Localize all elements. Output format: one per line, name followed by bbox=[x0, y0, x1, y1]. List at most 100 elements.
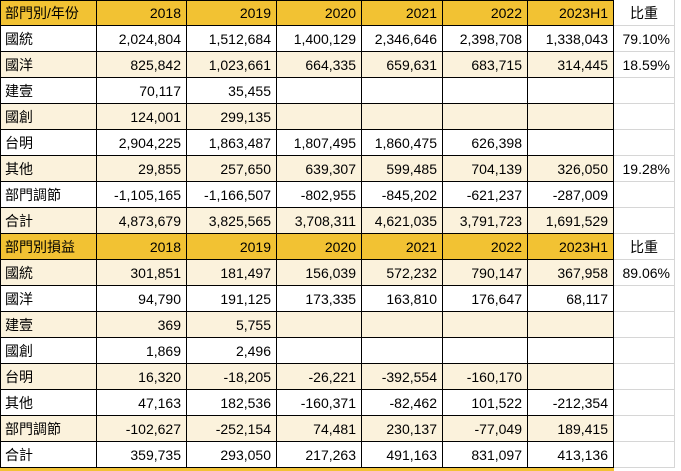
row-label-cell[interactable]: 部門調節 bbox=[0, 182, 97, 208]
value-cell[interactable]: 1,023,661 bbox=[187, 52, 277, 78]
ratio-cell[interactable] bbox=[614, 312, 675, 338]
value-cell[interactable]: 664,335 bbox=[277, 52, 362, 78]
value-cell[interactable]: 189,415 bbox=[528, 416, 614, 442]
year-header-cell[interactable]: 2020 bbox=[277, 234, 362, 260]
value-cell[interactable]: 2,346,646 bbox=[362, 26, 443, 52]
ratio-cell[interactable] bbox=[614, 182, 675, 208]
value-cell[interactable] bbox=[443, 104, 528, 130]
value-cell[interactable]: -160,170 bbox=[443, 364, 528, 390]
value-cell[interactable] bbox=[528, 104, 614, 130]
value-cell[interactable]: 314,445 bbox=[528, 52, 614, 78]
value-cell[interactable]: 1,807,495 bbox=[277, 130, 362, 156]
value-cell[interactable] bbox=[528, 130, 614, 156]
value-cell[interactable]: 1,860,475 bbox=[362, 130, 443, 156]
value-cell[interactable]: 704,139 bbox=[443, 156, 528, 182]
value-cell[interactable]: -392,554 bbox=[362, 364, 443, 390]
year-header-cell[interactable]: 2023H1 bbox=[528, 234, 614, 260]
ratio-cell[interactable] bbox=[614, 364, 675, 390]
row-label-cell[interactable]: 台明 bbox=[0, 364, 97, 390]
year-header-cell[interactable]: 2022 bbox=[443, 234, 528, 260]
row-label-cell[interactable]: 國洋 bbox=[0, 286, 97, 312]
value-cell[interactable] bbox=[528, 364, 614, 390]
value-cell[interactable]: 2,496 bbox=[187, 338, 277, 364]
value-cell[interactable] bbox=[528, 338, 614, 364]
value-cell[interactable] bbox=[277, 312, 362, 338]
value-cell[interactable]: 599,485 bbox=[362, 156, 443, 182]
year-header-cell[interactable]: 2019 bbox=[187, 0, 277, 26]
value-cell[interactable]: 176,647 bbox=[443, 286, 528, 312]
row-label-cell[interactable]: 合計 bbox=[0, 442, 97, 468]
ratio-cell[interactable] bbox=[614, 104, 675, 130]
row-label-cell[interactable]: 國創 bbox=[0, 338, 97, 364]
value-cell[interactable] bbox=[362, 104, 443, 130]
year-header-cell[interactable]: 2019 bbox=[187, 234, 277, 260]
value-cell[interactable]: -802,955 bbox=[277, 182, 362, 208]
value-cell[interactable]: -287,009 bbox=[528, 182, 614, 208]
year-header-cell[interactable]: 2021 bbox=[362, 0, 443, 26]
value-cell[interactable]: 626,398 bbox=[443, 130, 528, 156]
value-cell[interactable]: 2,024,804 bbox=[97, 26, 187, 52]
value-cell[interactable] bbox=[277, 104, 362, 130]
value-cell[interactable]: 94,790 bbox=[97, 286, 187, 312]
value-cell[interactable]: 831,097 bbox=[443, 442, 528, 468]
value-cell[interactable]: 47,163 bbox=[97, 390, 187, 416]
ratio-cell[interactable] bbox=[614, 130, 675, 156]
row-label-cell[interactable]: 部門調節 bbox=[0, 416, 97, 442]
value-cell[interactable]: -82,462 bbox=[362, 390, 443, 416]
value-cell[interactable]: -102,627 bbox=[97, 416, 187, 442]
value-cell[interactable]: 3,791,723 bbox=[443, 208, 528, 234]
value-cell[interactable]: -77,049 bbox=[443, 416, 528, 442]
year-header-cell[interactable]: 2018 bbox=[97, 0, 187, 26]
value-cell[interactable]: 5,755 bbox=[187, 312, 277, 338]
value-cell[interactable]: -18,205 bbox=[187, 364, 277, 390]
row-label-header-cell[interactable]: 部門別損益 bbox=[0, 234, 97, 260]
value-cell[interactable]: -1,105,165 bbox=[97, 182, 187, 208]
row-label-cell[interactable]: 建壹 bbox=[0, 312, 97, 338]
value-cell[interactable]: 3,825,565 bbox=[187, 208, 277, 234]
value-cell[interactable]: 16,320 bbox=[97, 364, 187, 390]
year-header-cell[interactable]: 2021 bbox=[362, 234, 443, 260]
value-cell[interactable]: 659,631 bbox=[362, 52, 443, 78]
value-cell[interactable]: 163,810 bbox=[362, 286, 443, 312]
value-cell[interactable]: 2,904,225 bbox=[97, 130, 187, 156]
value-cell[interactable]: 1,869 bbox=[97, 338, 187, 364]
row-label-cell[interactable]: 其他 bbox=[0, 156, 97, 182]
ratio-cell[interactable]: 79.10% bbox=[614, 26, 675, 52]
value-cell[interactable] bbox=[277, 78, 362, 104]
value-cell[interactable]: 491,163 bbox=[362, 442, 443, 468]
value-cell[interactable]: 825,842 bbox=[97, 52, 187, 78]
value-cell[interactable]: 70,117 bbox=[97, 78, 187, 104]
value-cell[interactable]: 74,481 bbox=[277, 416, 362, 442]
value-cell[interactable]: 293,050 bbox=[187, 442, 277, 468]
value-cell[interactable]: 68,117 bbox=[528, 286, 614, 312]
value-cell[interactable]: -845,202 bbox=[362, 182, 443, 208]
year-header-cell[interactable]: 2022 bbox=[443, 0, 528, 26]
value-cell[interactable]: -1,166,507 bbox=[187, 182, 277, 208]
ratio-cell[interactable]: 19.28% bbox=[614, 156, 675, 182]
ratio-header-cell[interactable]: 比重 bbox=[614, 0, 675, 26]
value-cell[interactable]: 173,335 bbox=[277, 286, 362, 312]
year-header-cell[interactable]: 2023H1 bbox=[528, 0, 614, 26]
value-cell[interactable]: 181,497 bbox=[187, 260, 277, 286]
ratio-cell[interactable] bbox=[614, 286, 675, 312]
value-cell[interactable]: 257,650 bbox=[187, 156, 277, 182]
value-cell[interactable]: -621,237 bbox=[443, 182, 528, 208]
value-cell[interactable] bbox=[362, 338, 443, 364]
ratio-cell[interactable] bbox=[614, 390, 675, 416]
value-cell[interactable]: 1,863,487 bbox=[187, 130, 277, 156]
value-cell[interactable]: 413,136 bbox=[528, 442, 614, 468]
year-header-cell[interactable]: 2018 bbox=[97, 234, 187, 260]
value-cell[interactable]: -212,354 bbox=[528, 390, 614, 416]
value-cell[interactable]: 4,621,035 bbox=[362, 208, 443, 234]
value-cell[interactable]: 156,039 bbox=[277, 260, 362, 286]
value-cell[interactable]: 790,147 bbox=[443, 260, 528, 286]
value-cell[interactable]: 101,522 bbox=[443, 390, 528, 416]
row-label-cell[interactable]: 台明 bbox=[0, 130, 97, 156]
value-cell[interactable]: -160,371 bbox=[277, 390, 362, 416]
row-label-cell[interactable]: 建壹 bbox=[0, 78, 97, 104]
year-header-cell[interactable]: 2020 bbox=[277, 0, 362, 26]
value-cell[interactable] bbox=[277, 338, 362, 364]
value-cell[interactable]: 572,232 bbox=[362, 260, 443, 286]
value-cell[interactable]: 182,536 bbox=[187, 390, 277, 416]
value-cell[interactable]: 1,338,043 bbox=[528, 26, 614, 52]
